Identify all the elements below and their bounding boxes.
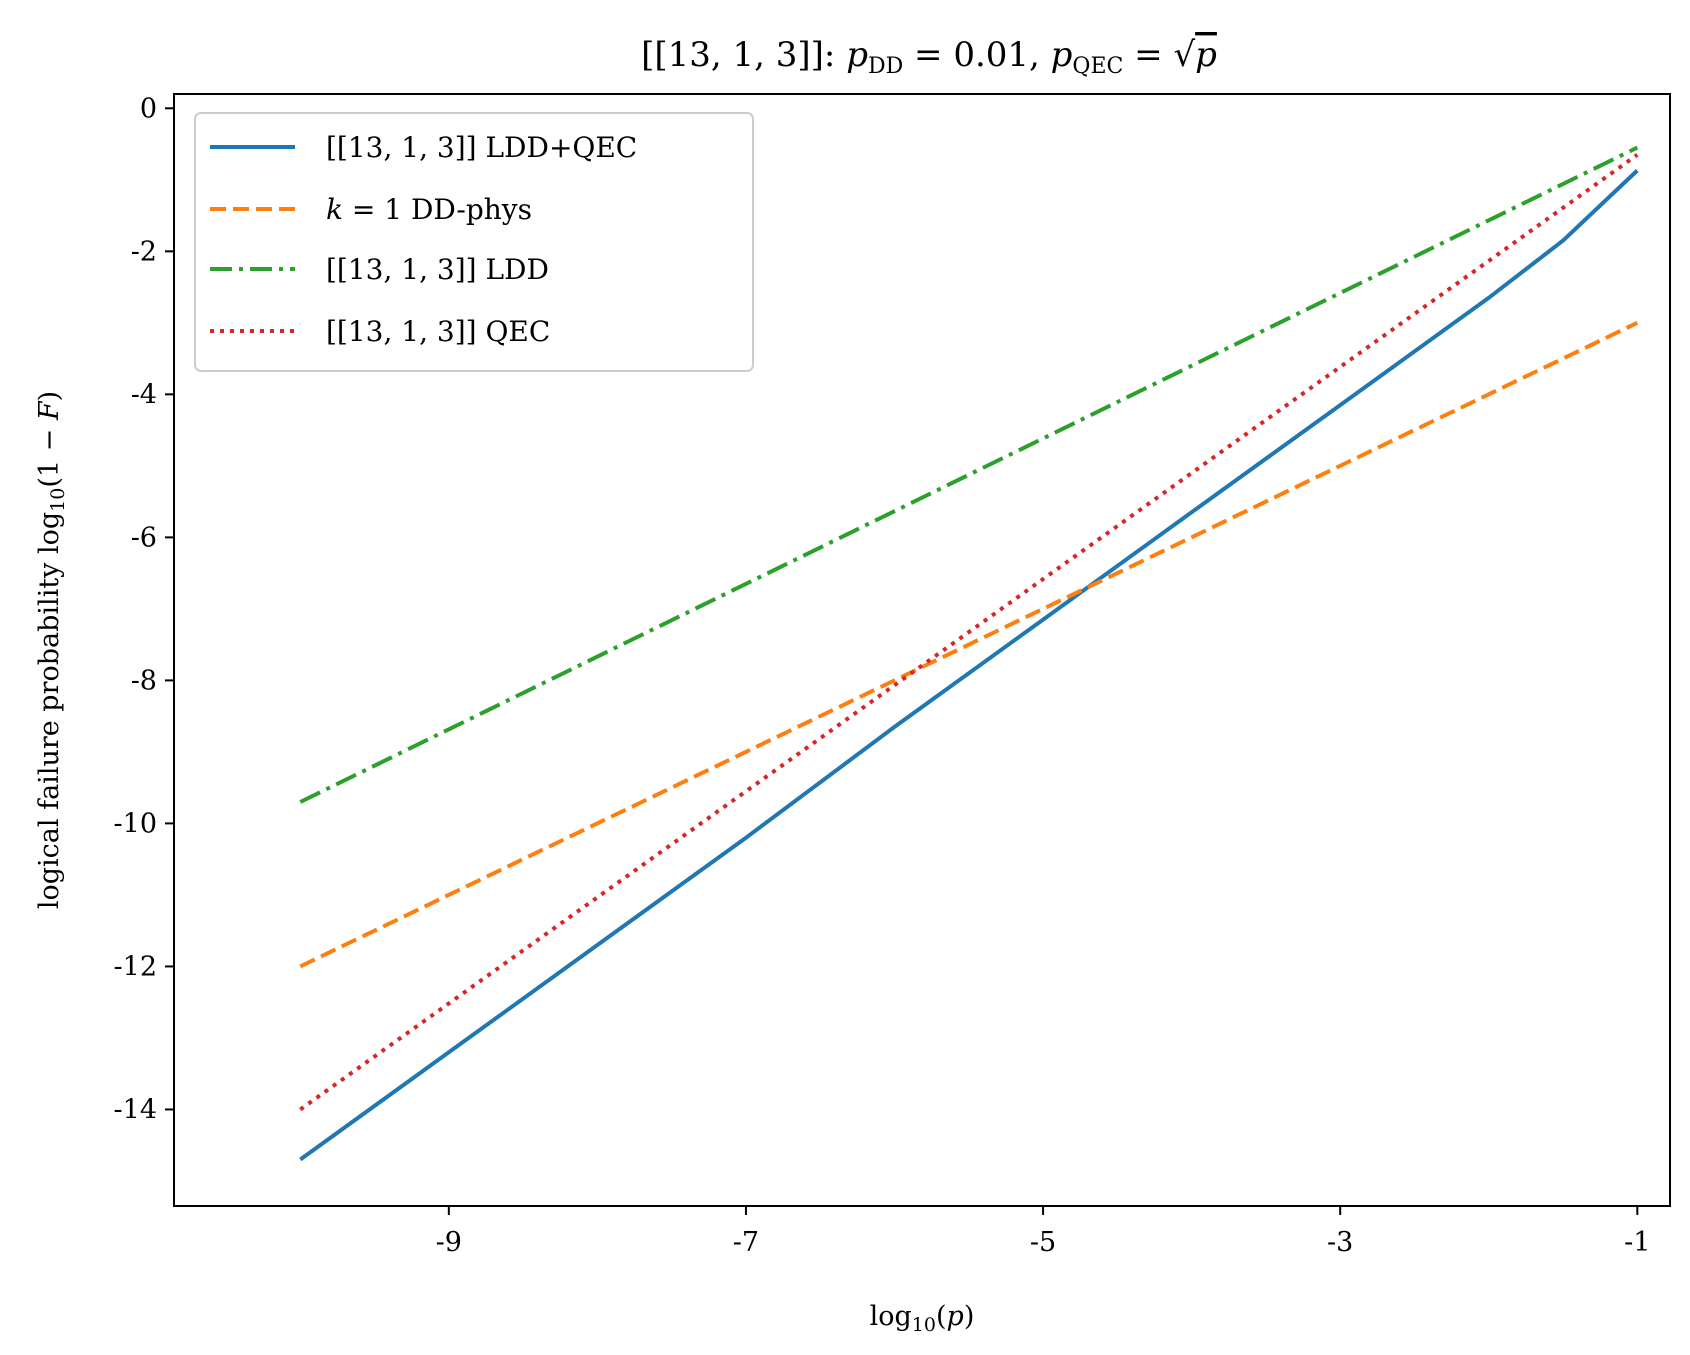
y-tick-label: -10 xyxy=(114,808,157,839)
x-axis-label: log10(p) xyxy=(870,1301,975,1336)
y-tick-label: 0 xyxy=(140,93,157,124)
series-qec-line xyxy=(299,153,1639,1112)
x-axis-ticks: -9 -7 -5 -3 -1 xyxy=(436,1206,1650,1258)
x-tick-label: -9 xyxy=(436,1227,462,1258)
x-tick-label: -7 xyxy=(733,1227,759,1258)
y-tick-label: -6 xyxy=(131,522,157,553)
chart-title: [[13, 1, 3]]: pDD = 0.01, pQEC = √p xyxy=(641,35,1217,79)
x-tick-label: -5 xyxy=(1030,1227,1056,1258)
y-axis-ticks: 0 -2 -4 -6 -8 -10 -12 -14 xyxy=(114,93,174,1125)
legend-label-dd-phys: k = 1 DD-phys xyxy=(326,193,532,226)
y-tick-label: -8 xyxy=(131,665,157,696)
plot-area-frame xyxy=(173,93,1671,1207)
y-tick-label: -2 xyxy=(131,236,157,267)
legend-label-qec: [[13, 1, 3]] QEC xyxy=(326,315,550,348)
series-dd-phys-line xyxy=(299,320,1639,969)
legend-label-ldd-qec: [[13, 1, 3]] LDD+QEC xyxy=(326,131,637,164)
y-axis-label: logical failure probability log10(1 − F) xyxy=(34,391,69,909)
legend: [[13, 1, 3]] LDD+QEC k = 1 DD-phys [[13,… xyxy=(194,112,754,372)
series-ldd-line xyxy=(299,145,1639,804)
x-tick-label: -1 xyxy=(1624,1227,1650,1258)
y-tick-label: -14 xyxy=(114,1094,157,1125)
y-tick-label: -12 xyxy=(114,951,157,982)
x-tick-label: -3 xyxy=(1327,1227,1353,1258)
y-tick-label: -4 xyxy=(131,379,157,410)
series-ldd-qec-line xyxy=(299,169,1639,1162)
legend-box xyxy=(194,112,754,372)
series-layer xyxy=(299,145,1639,1162)
legend-label-ldd: [[13, 1, 3]] LDD xyxy=(326,253,549,286)
